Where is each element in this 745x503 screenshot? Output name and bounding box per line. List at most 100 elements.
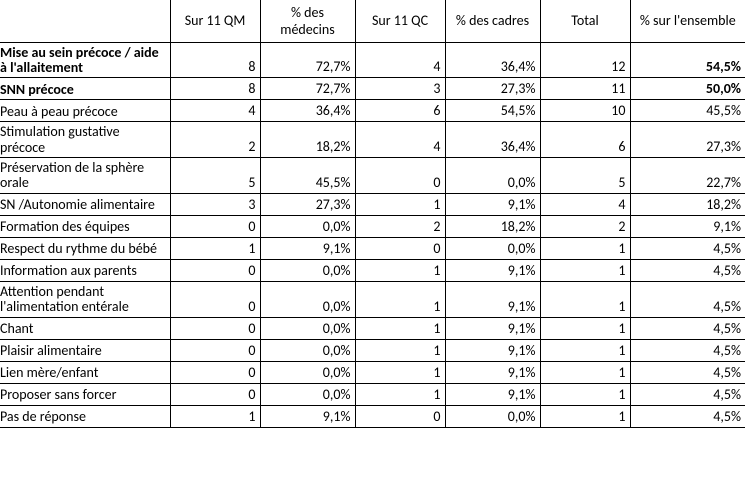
cell-total: 11 bbox=[540, 78, 630, 100]
cell-label: Attention pendant l'alimentation entéral… bbox=[0, 281, 170, 317]
cell-qm: 0 bbox=[170, 259, 260, 281]
cell-pmed: 0,0% bbox=[260, 215, 355, 237]
cell-qm: 0 bbox=[170, 383, 260, 405]
cell-label: Lien mère/enfant bbox=[0, 361, 170, 383]
cell-pcad: 9,1% bbox=[445, 361, 540, 383]
cell-qm: 0 bbox=[170, 339, 260, 361]
cell-pcad: 18,2% bbox=[445, 215, 540, 237]
cell-qm: 0 bbox=[170, 361, 260, 383]
cell-total: 1 bbox=[540, 237, 630, 259]
col-header-total: Total bbox=[540, 0, 630, 42]
cell-pcad: 9,1% bbox=[445, 339, 540, 361]
cell-pcad: 0,0% bbox=[445, 158, 540, 194]
table-row: Lien mère/enfant00,0%19,1%14,5% bbox=[0, 361, 745, 383]
cell-pens: 54,5% bbox=[630, 42, 745, 78]
cell-pmed: 0,0% bbox=[260, 361, 355, 383]
cell-qc: 6 bbox=[355, 100, 445, 122]
cell-total: 2 bbox=[540, 215, 630, 237]
cell-pens: 18,2% bbox=[630, 193, 745, 215]
table-row: Peau à peau précoce436,4%654,5%1045,5% bbox=[0, 100, 745, 122]
cell-pcad: 9,1% bbox=[445, 281, 540, 317]
col-header-qm: Sur 11 QM bbox=[170, 0, 260, 42]
table-row: SNN précoce872,7%327,3%1150,0% bbox=[0, 78, 745, 100]
cell-pcad: 9,1% bbox=[445, 259, 540, 281]
cell-label: Proposer sans forcer bbox=[0, 383, 170, 405]
cell-qc: 1 bbox=[355, 281, 445, 317]
table-row: Mise au sein précoce / aide à l'allaitem… bbox=[0, 42, 745, 78]
table-row: Attention pendant l'alimentation entéral… bbox=[0, 281, 745, 317]
table-header: Sur 11 QM % des médecins Sur 11 QC % des… bbox=[0, 0, 745, 42]
cell-total: 1 bbox=[540, 339, 630, 361]
cell-total: 12 bbox=[540, 42, 630, 78]
cell-total: 5 bbox=[540, 158, 630, 194]
cell-pmed: 9,1% bbox=[260, 405, 355, 427]
cell-qc: 3 bbox=[355, 78, 445, 100]
cell-label: Mise au sein précoce / aide à l'allaitem… bbox=[0, 42, 170, 78]
table-row: Information aux parents00,0%19,1%14,5% bbox=[0, 259, 745, 281]
table-row: Respect du rythme du bébé19,1%00,0%14,5% bbox=[0, 237, 745, 259]
cell-pcad: 27,3% bbox=[445, 78, 540, 100]
table-row: SN /Autonomie alimentaire327,3%19,1%418,… bbox=[0, 193, 745, 215]
cell-qm: 1 bbox=[170, 237, 260, 259]
cell-pcad: 0,0% bbox=[445, 405, 540, 427]
cell-pens: 27,3% bbox=[630, 122, 745, 158]
cell-qc: 4 bbox=[355, 42, 445, 78]
col-header-label bbox=[0, 0, 170, 42]
table-body: Mise au sein précoce / aide à l'allaitem… bbox=[0, 42, 745, 427]
cell-pmed: 0,0% bbox=[260, 317, 355, 339]
cell-label: Peau à peau précoce bbox=[0, 100, 170, 122]
col-header-pens: % sur l'ensemble bbox=[630, 0, 745, 42]
cell-pens: 4,5% bbox=[630, 383, 745, 405]
table-row: Préservation de la sphère orale545,5%00,… bbox=[0, 158, 745, 194]
cell-pens: 4,5% bbox=[630, 339, 745, 361]
cell-pens: 50,0% bbox=[630, 78, 745, 100]
cell-qc: 0 bbox=[355, 158, 445, 194]
survey-table-container: Sur 11 QM % des médecins Sur 11 QC % des… bbox=[0, 0, 745, 503]
cell-pens: 4,5% bbox=[630, 317, 745, 339]
cell-label: SNN précoce bbox=[0, 78, 170, 100]
cell-total: 1 bbox=[540, 259, 630, 281]
cell-pmed: 72,7% bbox=[260, 78, 355, 100]
cell-qm: 8 bbox=[170, 78, 260, 100]
cell-total: 1 bbox=[540, 405, 630, 427]
cell-qm: 3 bbox=[170, 193, 260, 215]
col-header-qc: Sur 11 QC bbox=[355, 0, 445, 42]
cell-total: 10 bbox=[540, 100, 630, 122]
cell-pmed: 0,0% bbox=[260, 339, 355, 361]
cell-qc: 0 bbox=[355, 237, 445, 259]
col-header-pcad: % des cadres bbox=[445, 0, 540, 42]
cell-qc: 2 bbox=[355, 215, 445, 237]
cell-pens: 45,5% bbox=[630, 100, 745, 122]
cell-total: 6 bbox=[540, 122, 630, 158]
cell-qm: 8 bbox=[170, 42, 260, 78]
cell-total: 1 bbox=[540, 317, 630, 339]
cell-qc: 1 bbox=[355, 317, 445, 339]
cell-label: Pas de réponse bbox=[0, 405, 170, 427]
cell-pcad: 9,1% bbox=[445, 383, 540, 405]
cell-label: Chant bbox=[0, 317, 170, 339]
table-row: Proposer sans forcer00,0%19,1%14,5% bbox=[0, 383, 745, 405]
survey-table: Sur 11 QM % des médecins Sur 11 QC % des… bbox=[0, 0, 745, 428]
col-header-pmed: % des médecins bbox=[260, 0, 355, 42]
cell-qc: 1 bbox=[355, 259, 445, 281]
cell-pcad: 9,1% bbox=[445, 193, 540, 215]
table-row: Stimulation gustative précoce218,2%436,4… bbox=[0, 122, 745, 158]
cell-pcad: 0,0% bbox=[445, 237, 540, 259]
cell-qc: 4 bbox=[355, 122, 445, 158]
cell-total: 1 bbox=[540, 281, 630, 317]
cell-qc: 1 bbox=[355, 383, 445, 405]
table-row: Formation des équipes00,0%218,2%29,1% bbox=[0, 215, 745, 237]
cell-pmed: 0,0% bbox=[260, 259, 355, 281]
cell-pcad: 54,5% bbox=[445, 100, 540, 122]
table-row: Chant00,0%19,1%14,5% bbox=[0, 317, 745, 339]
cell-qm: 5 bbox=[170, 158, 260, 194]
cell-pmed: 9,1% bbox=[260, 237, 355, 259]
cell-label: Stimulation gustative précoce bbox=[0, 122, 170, 158]
cell-pens: 4,5% bbox=[630, 361, 745, 383]
cell-pens: 4,5% bbox=[630, 237, 745, 259]
cell-pens: 4,5% bbox=[630, 259, 745, 281]
cell-pmed: 45,5% bbox=[260, 158, 355, 194]
cell-qm: 4 bbox=[170, 100, 260, 122]
cell-label: Formation des équipes bbox=[0, 215, 170, 237]
table-row: Pas de réponse19,1%00,0%14,5% bbox=[0, 405, 745, 427]
